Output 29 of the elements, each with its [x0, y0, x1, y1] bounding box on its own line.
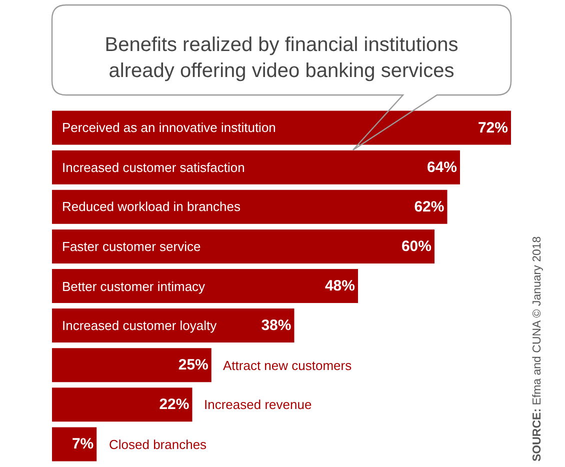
bar: [52, 269, 358, 303]
bar: [52, 308, 294, 343]
y-tick-label: Closed branches: [109, 437, 208, 452]
y-tick-label: Reduced workload in branches: [62, 199, 241, 214]
data-label: 48%: [324, 278, 355, 294]
y-tick-label: Better customer intimacy: [62, 279, 206, 294]
data-label: 62%: [414, 198, 444, 216]
y-tick-label: Attract new customers: [223, 358, 352, 373]
source-note: SOURCE: Efma and CUNA © January 2018: [532, 236, 544, 462]
data-label: 72%: [478, 119, 508, 136]
bar: [52, 190, 448, 224]
data-label: 7%: [72, 436, 94, 453]
y-tick-label: Increased customer loyalty: [62, 318, 218, 333]
y-tick-label: Perceived as an innovative institution: [62, 120, 276, 135]
chart-title: Benefits realized by financial institutions already offering video banking services: [104, 34, 458, 82]
bar: [52, 348, 212, 382]
data-label: 25%: [178, 356, 208, 374]
data-label: 64%: [426, 158, 457, 176]
data-label: 38%: [261, 317, 292, 334]
bar: [52, 150, 460, 184]
bar: [52, 427, 97, 462]
bar: [52, 110, 511, 145]
data-label: 22%: [159, 396, 190, 414]
bar: [52, 388, 192, 422]
y-tick-label: Increased customer satisfaction: [62, 160, 245, 175]
y-tick-label: Faster customer service: [62, 239, 201, 254]
bar: [52, 229, 434, 264]
y-tick-label: Increased revenue: [204, 397, 312, 412]
data-label: 60%: [401, 238, 432, 255]
